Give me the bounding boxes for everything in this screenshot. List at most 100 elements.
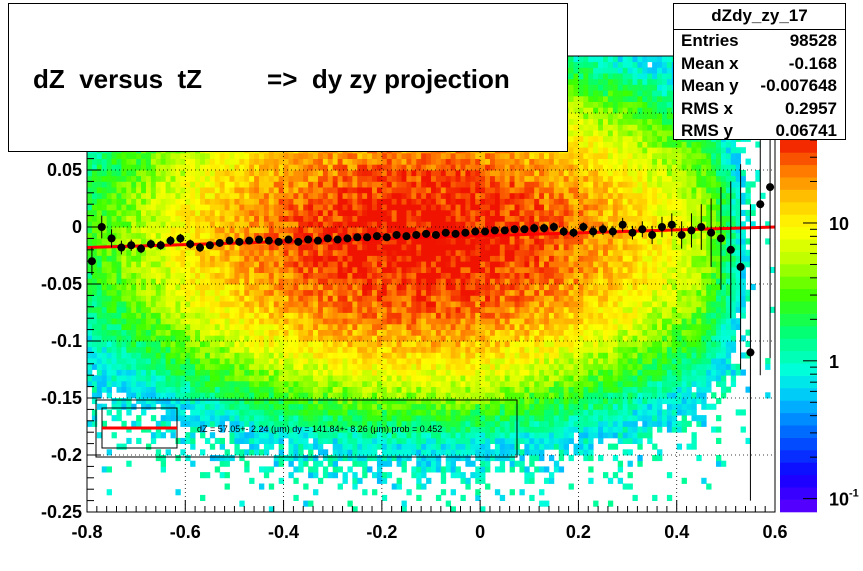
heatmap-cell — [116, 198, 122, 205]
heatmap-cell — [195, 409, 201, 416]
heatmap-cell — [131, 352, 137, 359]
heatmap-cell — [175, 369, 181, 376]
heatmap-cell — [126, 158, 132, 165]
heatmap-cell — [273, 295, 280, 302]
heatmap-cell — [101, 318, 108, 325]
heatmap-cell — [91, 152, 98, 159]
heatmap-cell — [362, 255, 368, 262]
heatmap-cell — [229, 266, 235, 273]
heatmap-cell — [406, 415, 412, 422]
heatmap-cell — [263, 341, 270, 348]
heatmap-cell — [116, 266, 122, 273]
heatmap-cell — [322, 198, 329, 205]
heatmap-cell — [337, 392, 343, 399]
heatmap-cell — [155, 386, 162, 393]
heatmap-cell — [170, 204, 176, 211]
heatmap-cell — [249, 152, 255, 159]
heatmap-cell — [313, 295, 319, 302]
heatmap-cell — [416, 187, 422, 194]
heatmap-cell — [396, 477, 402, 484]
heatmap-cell — [376, 158, 383, 165]
heatmap-cell — [249, 198, 255, 205]
heatmap-cell — [273, 398, 280, 405]
heatmap-cell — [254, 232, 260, 239]
heatmap-cell — [322, 306, 329, 313]
heatmap-cell — [278, 449, 284, 456]
heatmap-cell — [126, 318, 132, 325]
heatmap-cell — [87, 352, 93, 359]
heatmap-cell — [303, 323, 309, 330]
heatmap-cell — [298, 158, 304, 165]
heatmap-cell — [421, 409, 427, 416]
heatmap-cell — [165, 204, 171, 211]
heatmap-cell — [406, 363, 412, 370]
heatmap-cell — [87, 266, 93, 273]
heatmap-cell — [249, 369, 255, 376]
heatmap-cell — [431, 341, 437, 348]
heatmap-cell — [278, 369, 284, 376]
heatmap-cell — [96, 204, 103, 211]
heatmap-cell — [376, 346, 383, 353]
heatmap-cell — [367, 449, 373, 456]
heatmap-cell — [126, 209, 132, 216]
heatmap-cell — [234, 227, 240, 234]
heatmap-cell — [136, 295, 142, 302]
heatmap-cell — [155, 198, 162, 205]
heatmap-cell — [298, 415, 304, 422]
heatmap-cell — [116, 318, 122, 325]
heatmap-cell — [381, 255, 388, 262]
heatmap-cell — [317, 415, 324, 422]
heatmap-cell — [234, 369, 240, 376]
heatmap-cell — [175, 352, 181, 359]
heatmap-cell — [155, 449, 162, 456]
heatmap-cell — [101, 403, 108, 410]
heatmap-cell — [239, 409, 245, 416]
heatmap-cell — [268, 403, 275, 410]
heatmap-cell — [376, 187, 383, 194]
heatmap-cell — [347, 249, 353, 256]
heatmap-cell — [298, 392, 304, 399]
heatmap-cell — [421, 170, 427, 177]
heatmap-cell — [293, 318, 299, 325]
heatmap-cell — [278, 249, 284, 256]
heatmap-cell — [317, 232, 324, 239]
heatmap-cell — [342, 221, 348, 228]
heatmap-cell — [195, 221, 201, 228]
heatmap-cell — [406, 164, 412, 171]
heatmap-cell — [141, 301, 147, 308]
heatmap-cell — [273, 346, 280, 353]
heatmap-cell — [303, 232, 309, 239]
heatmap-cell — [416, 426, 422, 433]
heatmap-cell — [342, 392, 348, 399]
heatmap-cell — [421, 403, 427, 410]
heatmap-cell — [131, 175, 137, 182]
heatmap-cell — [175, 187, 181, 194]
heatmap-cell — [435, 426, 442, 433]
heatmap-cell — [254, 306, 260, 313]
heatmap-cell — [185, 152, 191, 159]
heatmap-cell — [224, 358, 230, 365]
heatmap-cell — [396, 284, 402, 291]
heatmap-cell — [195, 295, 201, 302]
heatmap-cell — [372, 403, 378, 410]
heatmap-cell — [229, 187, 235, 194]
heatmap-cell — [288, 187, 294, 194]
heatmap-cell — [278, 403, 284, 410]
heatmap-cell — [381, 170, 388, 177]
heatmap-cell — [106, 227, 112, 234]
heatmap-cell — [367, 295, 373, 302]
heatmap-cell — [239, 175, 245, 182]
heatmap-cell — [440, 477, 447, 484]
heatmap-cell — [263, 398, 270, 405]
heatmap-cell — [160, 158, 167, 165]
heatmap-cell — [421, 164, 427, 171]
heatmap-cell — [416, 494, 422, 501]
heatmap-cell — [381, 403, 388, 410]
heatmap-cell — [219, 409, 225, 416]
heatmap-cell — [268, 420, 275, 427]
heatmap-cell — [322, 318, 329, 325]
heatmap-cell — [416, 432, 422, 439]
heatmap-cell — [342, 443, 348, 450]
heatmap-cell — [435, 227, 442, 234]
heatmap-cell — [145, 301, 152, 308]
